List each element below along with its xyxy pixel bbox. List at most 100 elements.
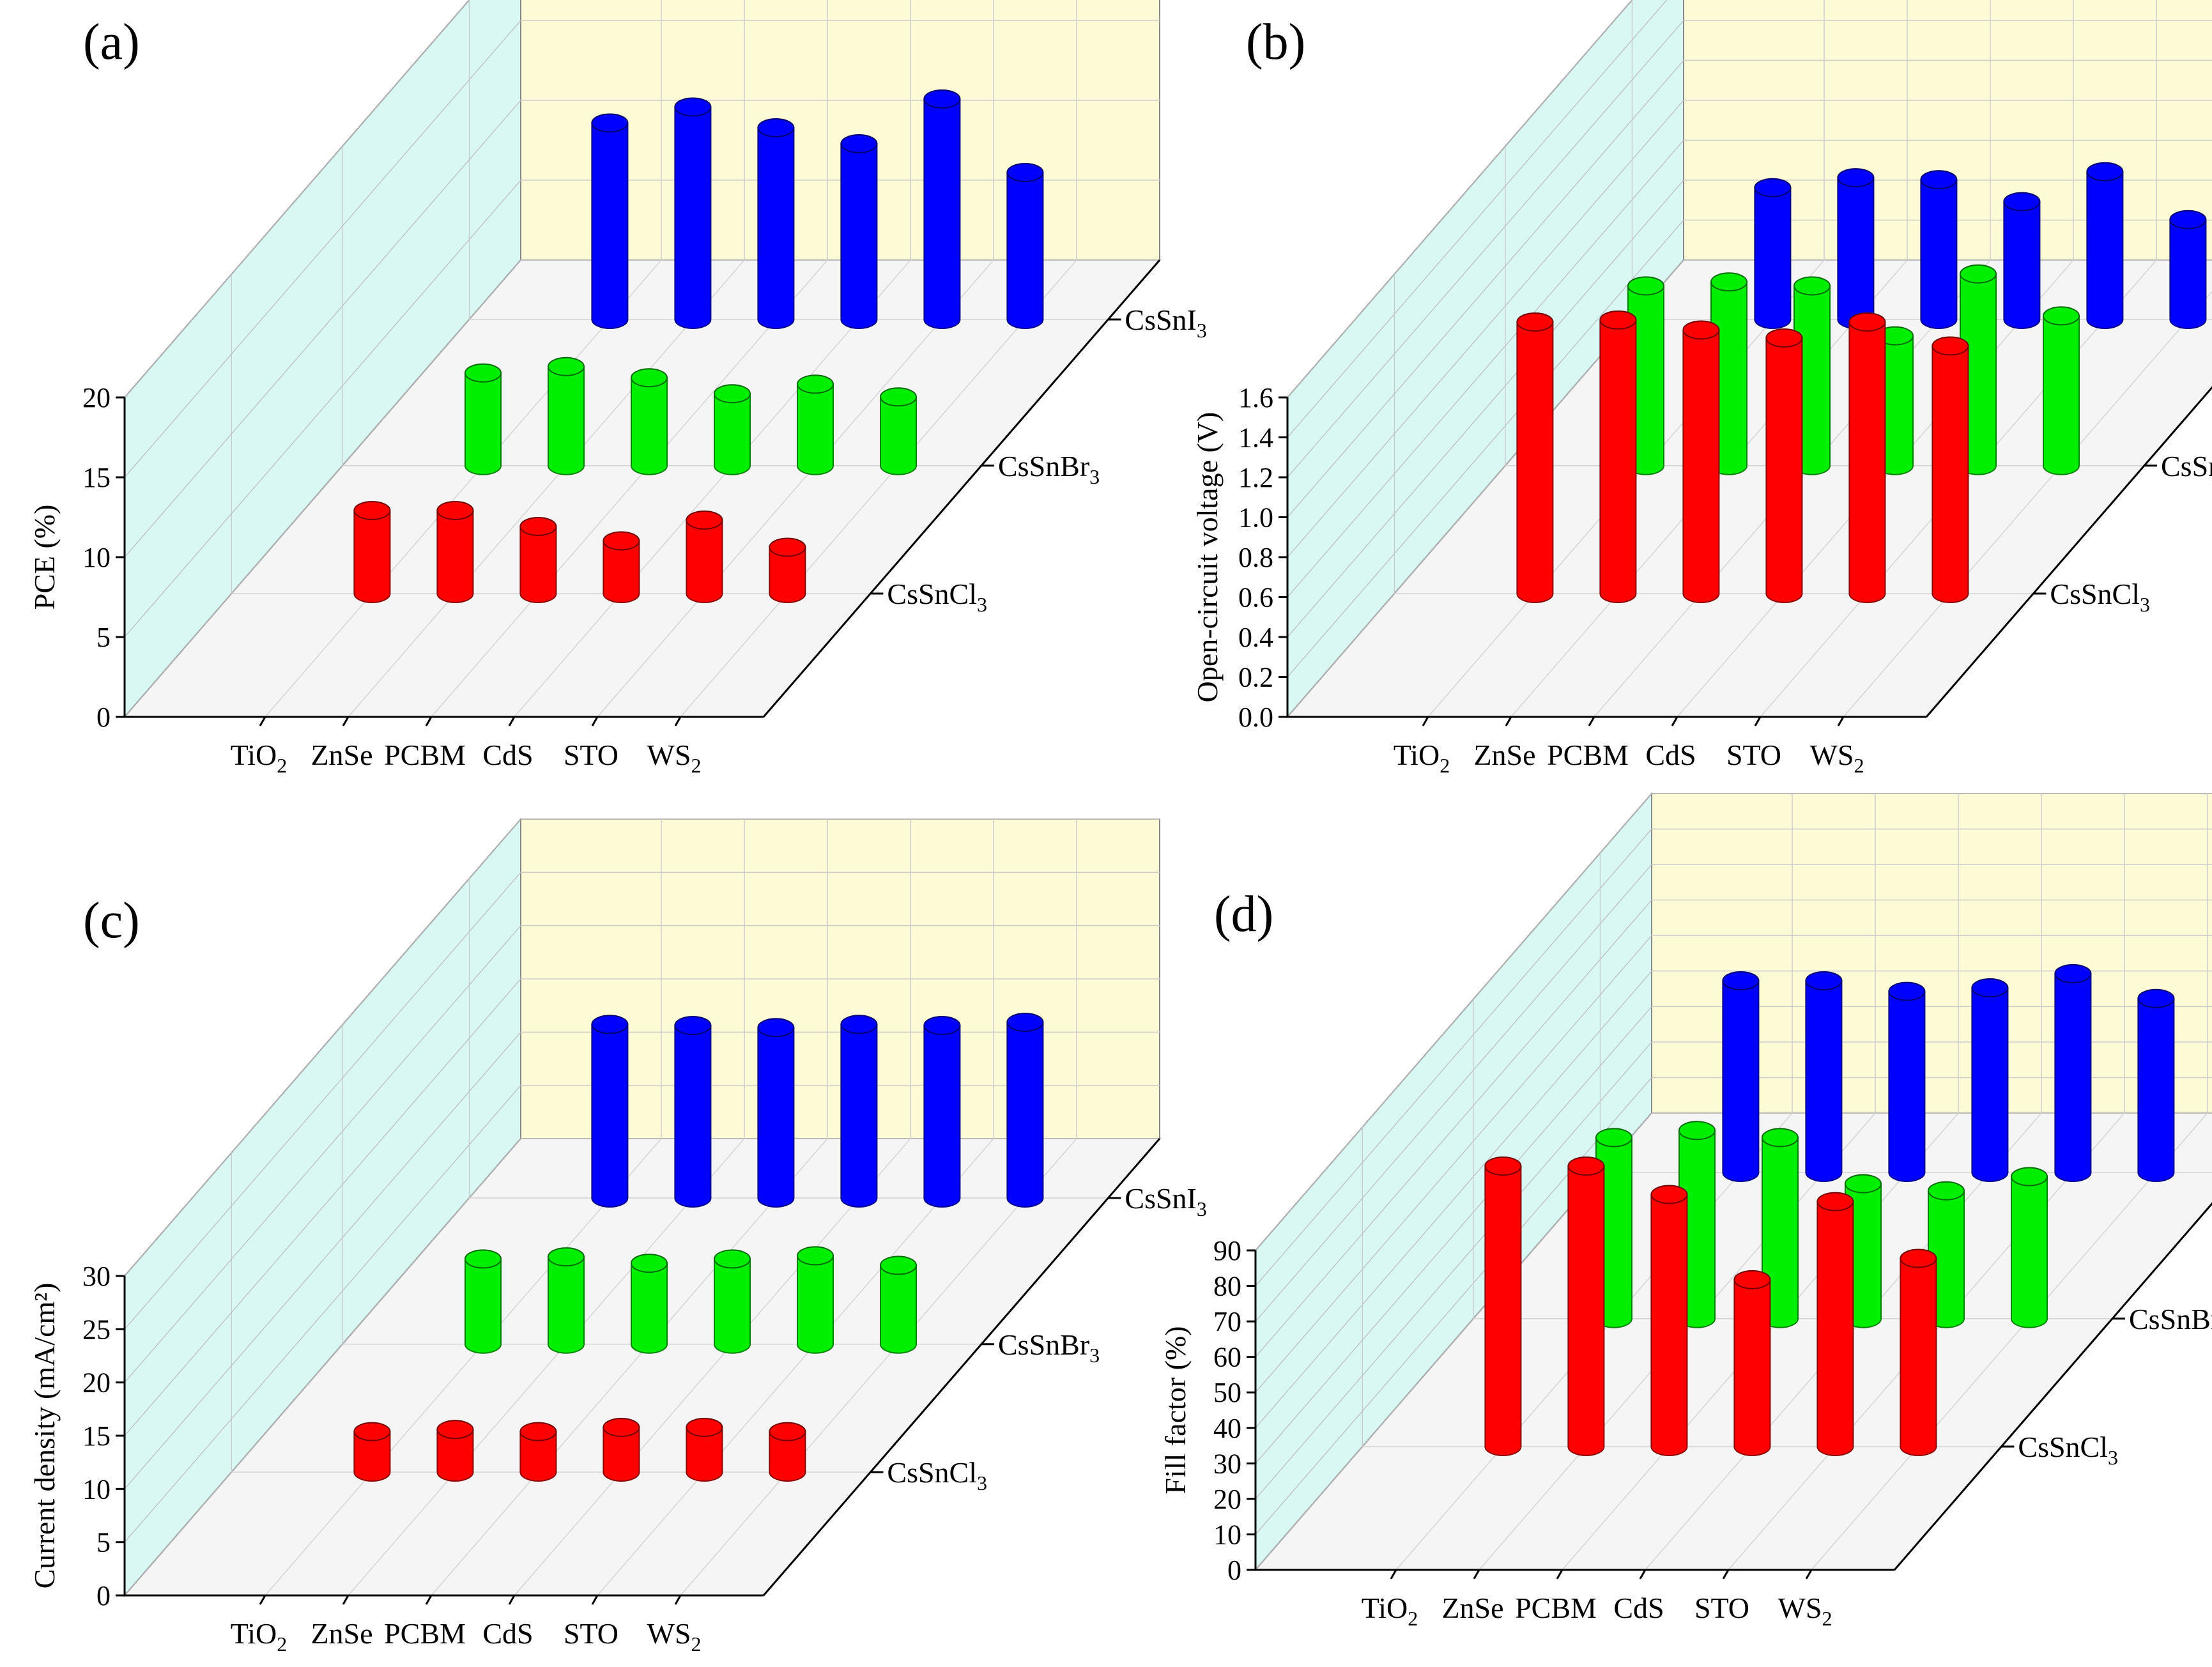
bar-CsSnCl3-5 <box>1932 336 1969 603</box>
x-tick <box>591 1595 599 1605</box>
bar-CsSnI3-4 <box>923 1015 961 1208</box>
y-tick-label: 10 <box>82 1473 111 1505</box>
bar-CsSnI3-0 <box>1722 971 1760 1182</box>
x-tick-label: TiO2 <box>231 1617 287 1655</box>
x-tick <box>508 716 516 726</box>
gridline <box>124 978 521 1436</box>
gridline <box>597 1138 994 1596</box>
bar-CsSnCl3-2 <box>1682 320 1720 603</box>
x-tick <box>1805 1569 1813 1579</box>
x-tick-label: CdS <box>1613 1592 1664 1624</box>
chart-panel-a: 0 5 10 15 20 PCE (%) TiO2 ZnSe PCBM CdS STO WS2 CsSn… <box>28 0 1207 777</box>
bar-CsSnCl3-1 <box>1567 1156 1605 1456</box>
y-tick-label: 0.8 <box>1238 542 1273 573</box>
x-tick <box>1556 1569 1563 1579</box>
gridline <box>1287 180 1684 638</box>
gridline <box>1255 971 1652 1429</box>
x-tick-label: ZnSe <box>1441 1592 1503 1624</box>
series-label-CsSnBr3: CsSnBr3 <box>998 1328 1100 1367</box>
x-tick <box>425 716 433 726</box>
bar-CsSnCl3-5 <box>769 1422 806 1482</box>
x-tick <box>342 1595 349 1605</box>
chart-panel-d: 0 10 20 30 40 50 60 70 80 90 Fill factor (%) TiO2 Zn… <box>1159 792 2212 1630</box>
y-tick-label: 5 <box>96 622 111 653</box>
bar-CsSnCl3-1 <box>1599 310 1637 603</box>
bar-CsSnCl3-2 <box>519 516 557 603</box>
x-tick <box>674 716 682 726</box>
gridline <box>680 259 1077 718</box>
gridline <box>1255 900 1652 1358</box>
bar-CsSnBr3-4 <box>797 1246 834 1354</box>
y-axis-title: Fill factor (%) <box>1159 1326 1192 1494</box>
gridline <box>124 259 521 718</box>
y-tick-label: 0 <box>1227 1555 1241 1586</box>
bar-CsSnCl3-4 <box>686 1417 723 1482</box>
gridline <box>124 1085 521 1543</box>
gridline <box>124 20 521 478</box>
gridline <box>348 259 745 718</box>
x-tick <box>259 1595 266 1605</box>
x-tick-label: CdS <box>482 739 533 771</box>
x-tick <box>674 1595 682 1605</box>
gridline <box>514 259 911 718</box>
bar-CsSnCl3-4 <box>1848 312 1886 603</box>
gridline <box>265 1138 662 1596</box>
bar-CsSnBr3-2 <box>631 1254 668 1354</box>
x-tick-label: CdS <box>1645 739 1696 771</box>
gridline <box>597 259 994 718</box>
y-tick-label: 1.0 <box>1238 502 1273 534</box>
bar-CsSnI3-0 <box>591 1015 629 1208</box>
x-tick-label: ZnSe <box>311 739 373 771</box>
x-tick-label: PCBM <box>384 1617 466 1650</box>
bar-CsSnBr3-2 <box>1793 276 1831 475</box>
y-tick-label: 0.4 <box>1238 622 1273 653</box>
bar-CsSnBr3-2 <box>1762 1128 1799 1328</box>
y-tick-label: 15 <box>82 462 111 493</box>
bar-CsSnBr3-5 <box>2043 306 2080 475</box>
x-tick-label: STO <box>564 1617 618 1650</box>
y-tick-label: 15 <box>82 1420 111 1452</box>
x-tick <box>1639 1569 1647 1579</box>
x-tick-label: TiO2 <box>1362 1592 1418 1630</box>
bar-CsSnBr3-0 <box>1627 276 1664 475</box>
bar-CsSnBr3-0 <box>465 1249 502 1354</box>
y-tick-label: 25 <box>82 1314 111 1345</box>
x-tick-label: PCBM <box>1515 1592 1597 1624</box>
bar-CsSnI3-1 <box>1805 971 1843 1182</box>
series-label-CsSnBr3: CsSnBr3 <box>2161 450 2212 488</box>
y-tick-label: 30 <box>1213 1448 1241 1479</box>
y-tick-label: 0.0 <box>1238 702 1273 733</box>
x-tick <box>259 716 266 726</box>
series-label-CsSnBr3: CsSnBr3 <box>2129 1303 2212 1341</box>
gridline <box>1843 291 2212 718</box>
y-tick-label: 30 <box>82 1261 111 1292</box>
x-tick-label: WS2 <box>647 1617 702 1655</box>
series-label-CsSnCl3: CsSnCl3 <box>887 578 987 616</box>
x-tick <box>1837 716 1845 726</box>
chart-panel-c: 0 5 10 15 20 25 30 Current density (mA/cm²) TiO2… <box>28 817 1207 1655</box>
y-tick-label: 50 <box>1213 1377 1241 1408</box>
gridline <box>124 1138 521 1596</box>
bar-CsSnCl3-0 <box>353 500 391 603</box>
gridline <box>124 1031 521 1489</box>
bar-CsSnI3-1 <box>674 97 712 329</box>
y-axis-title: PCE (%) <box>28 505 61 610</box>
bar-CsSnCl3-5 <box>1900 1248 1937 1456</box>
y-tick-label: 0 <box>96 702 111 733</box>
gridline <box>1255 1041 1652 1500</box>
bar-CsSnCl3-0 <box>353 1422 391 1482</box>
x-tick <box>1505 716 1512 726</box>
y-tick-label: 1.2 <box>1238 462 1273 493</box>
bar-CsSnBr3-1 <box>548 1247 585 1354</box>
panel-label: (d) <box>1214 886 1273 942</box>
gridline <box>1255 1006 1652 1464</box>
series-label-CsSnI3: CsSnI3 <box>1125 303 1206 342</box>
gridline <box>431 1138 828 1596</box>
x-tick <box>1390 1569 1397 1579</box>
gridline <box>1255 829 1652 1286</box>
bar-CsSnCl3-3 <box>1765 328 1803 603</box>
x-tick <box>1473 1569 1480 1579</box>
bar-CsSnI3-3 <box>840 1015 878 1208</box>
x-tick-label: PCBM <box>1547 739 1629 771</box>
x-tick-label: PCBM <box>384 739 466 771</box>
